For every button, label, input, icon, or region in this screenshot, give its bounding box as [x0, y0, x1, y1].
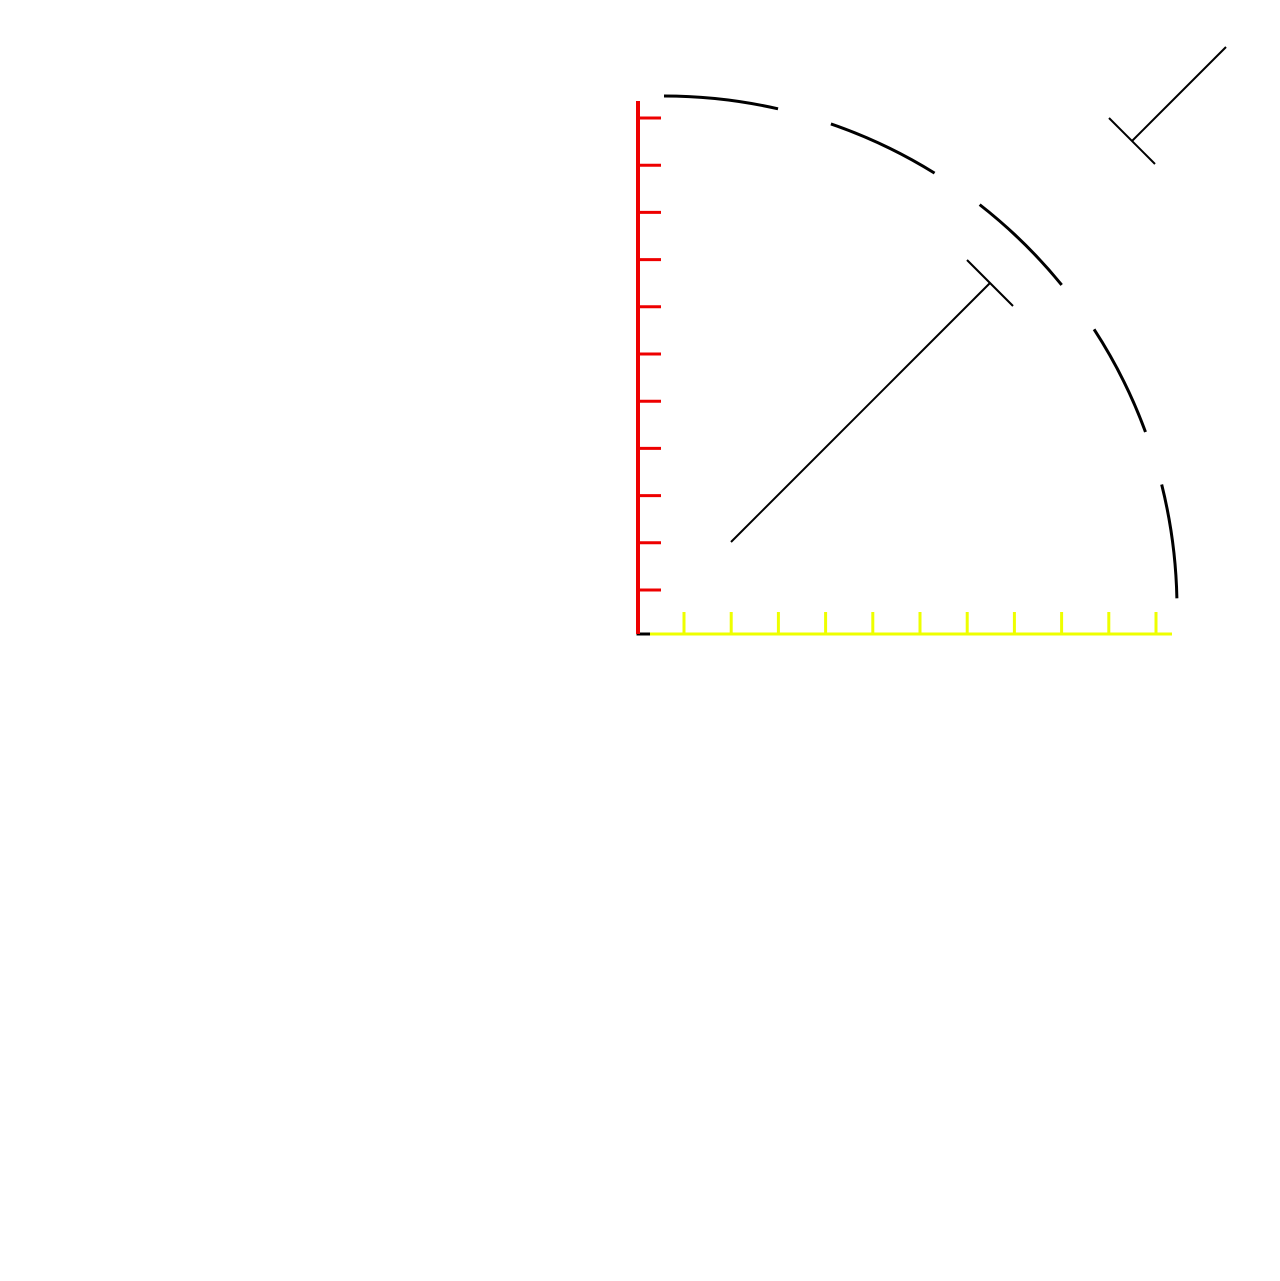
horizontal-axis: [650, 612, 1172, 636]
outer-guide-tbar: [1108, 117, 1156, 165]
inner-guide: [730, 259, 1014, 543]
horizontal-axis-ticks: [682, 612, 1158, 634]
vertical-axis-ticks: [638, 116, 661, 592]
inner-guide-tbar: [966, 259, 1014, 307]
dashed-arc: [663, 94, 1179, 610]
inner-guide-line: [730, 282, 991, 543]
outer-guide: [1108, 46, 1227, 165]
outer-guide-line: [1131, 46, 1227, 142]
vertical-axis: [636, 101, 661, 634]
